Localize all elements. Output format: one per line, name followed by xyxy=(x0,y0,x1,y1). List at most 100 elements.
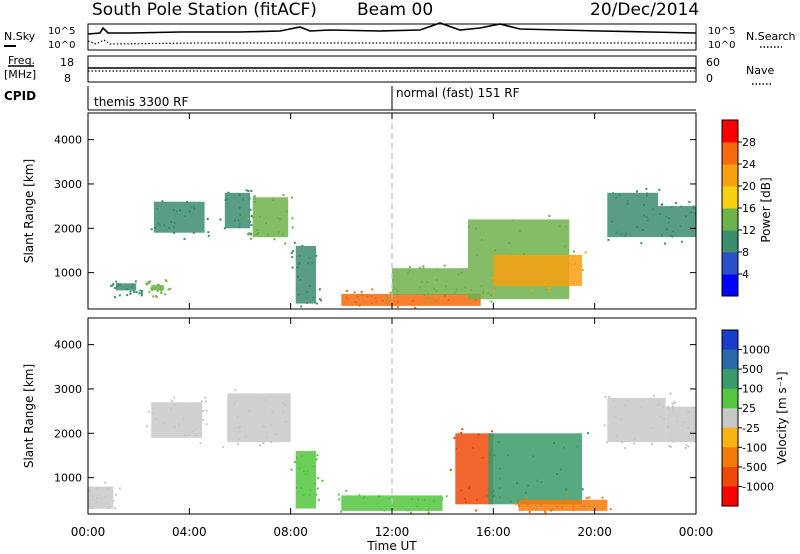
scatter-pixel xyxy=(455,447,458,450)
scatter-pixel xyxy=(148,281,150,284)
velocity-colorbar-tick-label: -1000 xyxy=(742,480,774,493)
scatter-pixel xyxy=(159,285,162,288)
scatter-pixel xyxy=(151,412,154,415)
power-colorbar-swatch xyxy=(722,164,738,187)
scatter-pixel xyxy=(692,206,695,209)
scatter-pixel xyxy=(618,193,621,196)
power-colorbar-tick-label: 20 xyxy=(742,180,756,193)
scatter-pixel xyxy=(116,284,119,287)
scatter-pixel xyxy=(151,289,153,291)
scatter-pixel xyxy=(160,291,163,294)
scatter-pixel xyxy=(282,411,285,414)
scatter-pixel xyxy=(248,233,251,236)
scatter-pixel xyxy=(257,232,260,234)
scatter-pixel xyxy=(306,291,309,293)
scatter-pixel xyxy=(371,295,373,298)
scatter-pixel xyxy=(408,266,411,269)
scatter-pixel xyxy=(363,496,366,499)
scatter-pixel xyxy=(379,508,382,510)
power-y-axis: 1000 2000 3000 4000 xyxy=(54,134,696,280)
scatter-pixel xyxy=(646,219,649,222)
scatter-pixel xyxy=(253,195,256,198)
scatter-pixel xyxy=(250,215,253,218)
scatter-pixel xyxy=(306,470,309,473)
velocity-colorbar-swatches xyxy=(722,330,738,507)
scatter-pixel xyxy=(615,196,618,199)
scatter-pixel xyxy=(235,399,238,402)
scatter-pixel xyxy=(153,227,156,229)
scatter-pixel xyxy=(173,231,175,234)
scatter-pixel xyxy=(248,197,251,200)
scatter-pixel xyxy=(138,292,141,295)
y-tick-label: 3000 xyxy=(54,178,82,191)
date-label: 20/Dec/2014 xyxy=(590,0,699,20)
scatter-pixel xyxy=(284,242,287,245)
scatter-pixel xyxy=(615,231,618,234)
scatter-pixel xyxy=(559,225,561,227)
scatter-pixel xyxy=(676,420,679,423)
scatter-pixel xyxy=(291,256,294,259)
scatter-pixel xyxy=(531,289,534,292)
scatter-pixel xyxy=(247,217,250,219)
scatter-pixel xyxy=(487,292,489,295)
velocity-echo-region xyxy=(295,451,316,509)
scatter-pixel xyxy=(625,232,628,235)
scatter-pixel xyxy=(682,421,685,424)
scatter-pixel xyxy=(156,208,159,211)
scatter-pixel xyxy=(464,286,467,289)
scatter-pixel xyxy=(321,479,324,482)
scatter-pixel xyxy=(188,210,191,213)
scatter-pixel xyxy=(134,280,137,283)
scatter-pixel xyxy=(604,395,607,398)
scatter-pixel xyxy=(406,272,409,275)
scatter-pixel xyxy=(150,228,153,231)
scatter-pixel xyxy=(238,226,241,228)
scatter-pixel xyxy=(672,230,675,233)
scatter-pixel xyxy=(422,265,425,268)
nsky-label: N.Sky xyxy=(4,30,36,43)
scatter-pixel xyxy=(588,504,591,507)
scatter-pixel xyxy=(298,254,301,257)
scatter-pixel xyxy=(481,456,484,459)
velocity-colorbar-swatch xyxy=(722,486,738,507)
scatter-pixel xyxy=(159,287,162,290)
scatter-pixel xyxy=(250,189,253,192)
scatter-pixel xyxy=(163,224,166,227)
scatter-pixel xyxy=(219,218,222,221)
scatter-pixel xyxy=(587,432,589,435)
scatter-pixel xyxy=(627,399,630,402)
plot-title: South Pole Station (fitACF) xyxy=(92,0,317,20)
scatter-pixel xyxy=(290,252,293,254)
scatter-pixel xyxy=(154,287,157,290)
scatter-pixel xyxy=(270,441,273,444)
velocity-panel: 1000 2000 3000 4000 Slant Range [km] xyxy=(22,317,697,515)
scatter-pixel xyxy=(512,219,515,222)
scatter-pixel xyxy=(660,233,663,236)
velocity-echo-region xyxy=(607,397,666,443)
scatter-pixel xyxy=(572,509,575,512)
scatter-pixel xyxy=(298,467,301,470)
scatter-pixel xyxy=(432,288,435,290)
scatter-pixel xyxy=(663,242,666,245)
scatter-pixel xyxy=(354,301,357,304)
scatter-pixel xyxy=(517,503,520,506)
scatter-pixel xyxy=(517,499,520,502)
scatter-pixel xyxy=(665,216,668,219)
velocity-colorbar-tick-label: 500 xyxy=(742,363,763,376)
freq-panel: Freq. [MHz] 18 8 60 0 Nave xyxy=(4,54,774,85)
scatter-pixel xyxy=(532,455,535,458)
scatter-pixel xyxy=(184,434,187,437)
scatter-pixel xyxy=(107,486,110,489)
scatter-pixel xyxy=(111,284,114,287)
power-colorbar-tick-label: 4 xyxy=(742,268,749,281)
scatter-pixel xyxy=(461,428,464,431)
scatter-pixel xyxy=(249,208,252,211)
scatter-pixel xyxy=(276,217,279,219)
scatter-pixel xyxy=(680,240,683,243)
scatter-pixel xyxy=(417,498,419,501)
power-echo-region xyxy=(493,254,582,286)
scatter-pixel xyxy=(427,511,430,514)
scatter-pixel xyxy=(299,486,302,489)
freq-tick-top: 18 xyxy=(60,56,74,69)
scatter-pixel xyxy=(685,444,688,447)
